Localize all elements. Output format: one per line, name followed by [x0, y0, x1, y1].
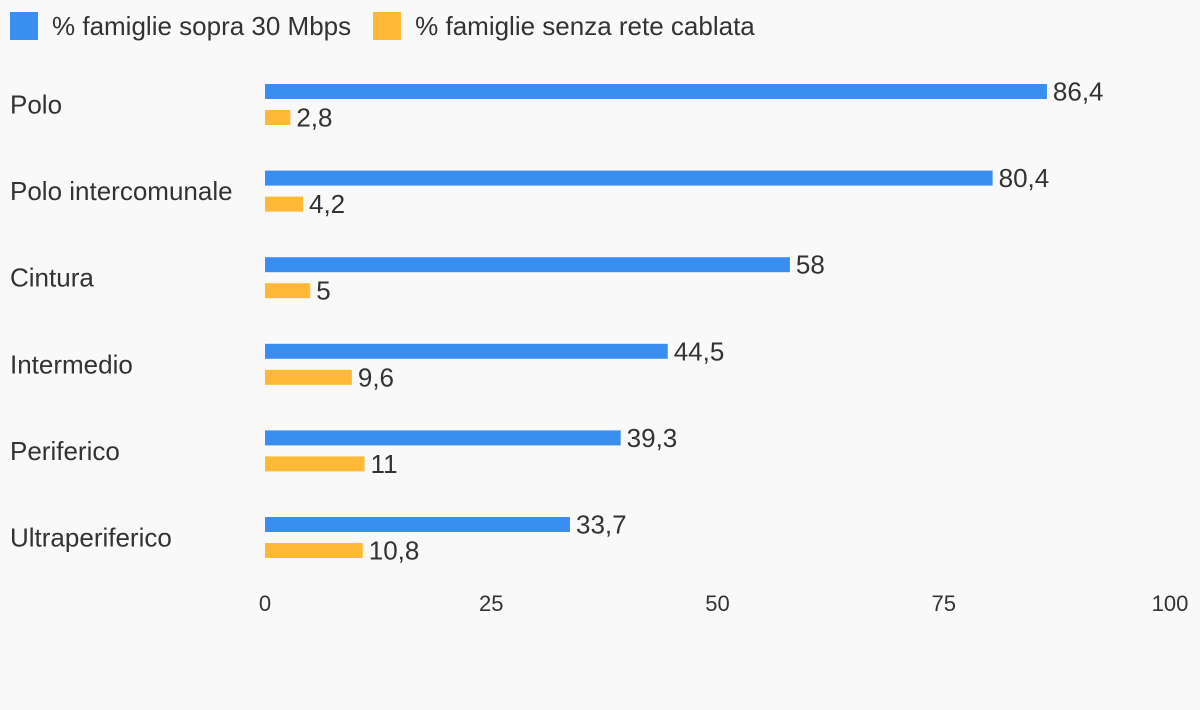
bar	[265, 369, 352, 385]
data-label: 2,8	[296, 103, 332, 133]
data-label: 39,3	[627, 423, 678, 453]
data-label: 33,7	[576, 510, 627, 540]
legend-label-series-1: % famiglie sopra 30 Mbps	[52, 11, 352, 41]
category-label: Intermedio	[10, 349, 133, 379]
bar	[265, 257, 790, 273]
data-label: 4,2	[309, 189, 345, 219]
bar	[265, 110, 291, 125]
bar	[265, 543, 363, 558]
x-tick-label: 50	[705, 591, 729, 616]
legend-label-series-2: % famiglie senza rete cablata	[415, 11, 755, 41]
category-label: Periferico	[10, 436, 120, 466]
category-label: Ultraperiferico	[10, 523, 172, 553]
bar	[265, 456, 365, 472]
data-label: 9,6	[358, 362, 394, 392]
legend-item-series-2: % famiglie senza rete cablata	[373, 8, 755, 44]
data-label: 11	[371, 449, 398, 479]
data-label: 10,8	[369, 536, 420, 566]
category-label: Polo intercomunale	[10, 176, 233, 206]
data-label: 80,4	[999, 163, 1050, 193]
data-label: 58	[796, 250, 825, 280]
x-tick-label: 75	[932, 591, 956, 616]
bar	[265, 430, 621, 446]
legend-swatch-series-1	[10, 12, 38, 40]
data-label: 5	[316, 276, 330, 306]
legend-item-series-1: % famiglie sopra 30 Mbps	[10, 8, 351, 44]
category-label: Polo	[10, 90, 62, 120]
bar	[265, 283, 311, 299]
x-tick-label: 0	[259, 591, 271, 616]
bar	[265, 343, 668, 359]
bar	[265, 84, 1047, 99]
legend-swatch-series-2	[373, 12, 402, 40]
data-label: 44,5	[674, 336, 725, 366]
bar	[265, 517, 570, 532]
chart-legend: % famiglie sopra 30 Mbps % famiglie senz…	[10, 8, 777, 44]
data-label: 86,4	[1053, 77, 1104, 107]
x-tick-label: 25	[479, 591, 503, 616]
bar	[265, 196, 304, 212]
bar	[265, 170, 993, 186]
x-tick-label: 100	[1152, 591, 1189, 616]
category-label: Cintura	[10, 263, 94, 293]
